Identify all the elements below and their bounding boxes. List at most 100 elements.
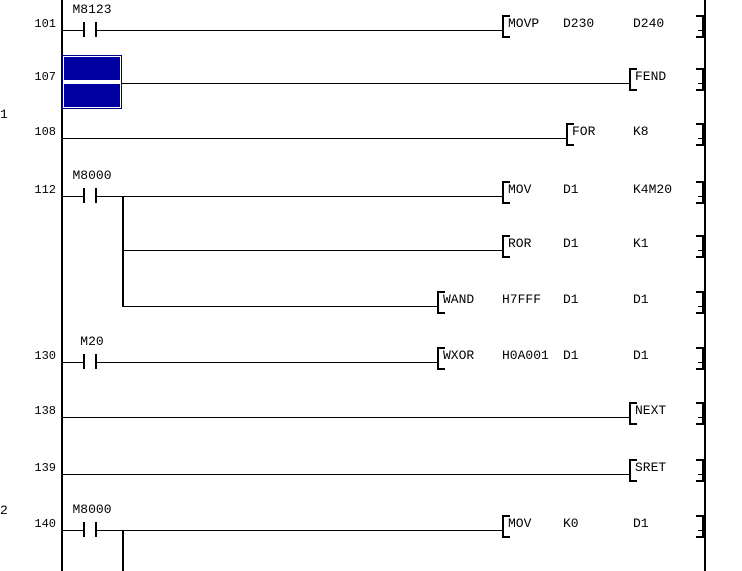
branch-line xyxy=(122,530,124,571)
contact-m20[interactable]: M20 xyxy=(62,335,122,371)
branch-line xyxy=(122,196,124,307)
instruction-operand: D1 xyxy=(633,348,649,363)
right-power-rail xyxy=(704,0,706,571)
wire xyxy=(97,196,503,197)
instruction-open-bracket xyxy=(502,181,510,204)
instruction-operand: K8 xyxy=(633,124,649,139)
wire xyxy=(63,30,83,31)
instruction-operand: D1 xyxy=(633,292,649,307)
instruction-close-bracket xyxy=(696,402,704,425)
instruction-block-ror[interactable]: ROR D1 K1 xyxy=(502,235,704,258)
wire xyxy=(63,196,83,197)
wire xyxy=(63,362,83,363)
instruction-operand: K1 xyxy=(633,236,649,251)
instruction-close-bracket xyxy=(696,68,704,91)
instruction-operand: D1 xyxy=(563,348,579,363)
instruction-operand: D1 xyxy=(633,516,649,531)
instruction-opcode: WAND xyxy=(443,292,475,307)
wire xyxy=(63,530,83,531)
instruction-opcode: MOV xyxy=(508,516,532,531)
instruction-close-bracket xyxy=(696,515,704,538)
instruction-open-bracket xyxy=(502,15,510,38)
selection-cursor-cell xyxy=(64,84,120,107)
instruction-block-fend[interactable]: FEND xyxy=(629,68,704,91)
instruction-block-wand[interactable]: WAND H7FFF D1 D1 xyxy=(437,291,704,314)
step-number: 138 xyxy=(34,404,56,418)
instruction-close-bracket xyxy=(696,181,704,204)
instruction-close-bracket xyxy=(696,347,704,370)
instruction-operand: K0 xyxy=(563,516,579,531)
instruction-close-bracket xyxy=(696,123,704,146)
contact-pole xyxy=(95,22,97,37)
contact-m8000[interactable]: M8000 xyxy=(62,169,122,205)
wire xyxy=(698,474,704,475)
contact-pole xyxy=(95,522,97,537)
instruction-operand: D240 xyxy=(633,16,665,31)
instruction-open-bracket xyxy=(629,402,637,425)
instruction-block-for[interactable]: FOR K8 xyxy=(566,123,704,146)
instruction-open-bracket xyxy=(502,235,510,258)
instruction-operand: D1 xyxy=(563,236,579,251)
pointer-label: 2 xyxy=(0,503,8,518)
instruction-close-bracket xyxy=(696,459,704,482)
instruction-opcode: ROR xyxy=(508,236,532,251)
wire xyxy=(97,30,503,31)
step-number: 140 xyxy=(34,517,56,531)
instruction-open-bracket xyxy=(629,68,637,91)
instruction-block-movp[interactable]: MOVP D230 D240 xyxy=(502,15,704,38)
instruction-operand: D1 xyxy=(563,292,579,307)
contact-label: M8000 xyxy=(72,502,112,517)
instruction-opcode: NEXT xyxy=(635,403,667,418)
instruction-close-bracket xyxy=(696,235,704,258)
contact-m8000[interactable]: M8000 xyxy=(62,503,122,539)
instruction-block-wxor[interactable]: WXOR H0A001 D1 D1 xyxy=(437,347,704,370)
wire xyxy=(698,83,704,84)
instruction-close-bracket xyxy=(696,291,704,314)
contact-pole xyxy=(83,188,85,203)
instruction-block-sret[interactable]: SRET xyxy=(629,459,704,482)
wire xyxy=(698,362,704,363)
wire xyxy=(123,306,438,307)
instruction-operand: H0A001 xyxy=(502,348,549,363)
wire xyxy=(698,138,704,139)
wire xyxy=(63,474,630,475)
instruction-operand: D230 xyxy=(563,16,595,31)
left-power-rail xyxy=(61,0,63,571)
contact-pole xyxy=(83,354,85,369)
instruction-opcode: WXOR xyxy=(443,348,475,363)
contact-label: M20 xyxy=(80,334,104,349)
instruction-operand: K4M20 xyxy=(633,182,673,197)
instruction-block-next[interactable]: NEXT xyxy=(629,402,704,425)
contact-pole xyxy=(83,522,85,537)
instruction-opcode: FOR xyxy=(572,124,596,139)
contact-m8123[interactable]: M8123 xyxy=(62,3,122,39)
instruction-open-bracket xyxy=(437,291,445,314)
instruction-opcode: FEND xyxy=(635,69,667,84)
wire xyxy=(63,138,567,139)
wire xyxy=(97,362,438,363)
instruction-open-bracket xyxy=(437,347,445,370)
contact-pole xyxy=(83,22,85,37)
wire xyxy=(698,306,704,307)
step-number: 112 xyxy=(34,183,56,197)
wire xyxy=(63,83,630,84)
instruction-open-bracket xyxy=(566,123,574,146)
instruction-operand: D1 xyxy=(563,182,579,197)
wire xyxy=(698,250,704,251)
instruction-opcode: MOV xyxy=(508,182,532,197)
instruction-block-mov[interactable]: MOV D1 K4M20 xyxy=(502,181,704,204)
contact-pole xyxy=(95,188,97,203)
wire xyxy=(698,530,704,531)
step-number: 107 xyxy=(34,70,56,84)
selection-cursor-cell xyxy=(64,57,120,80)
selection-cursor[interactable] xyxy=(62,55,122,109)
contact-label: M8000 xyxy=(72,168,112,183)
wire xyxy=(97,530,503,531)
instruction-opcode: SRET xyxy=(635,460,667,475)
wire xyxy=(63,417,630,418)
instruction-block-mov[interactable]: MOV K0 D1 xyxy=(502,515,704,538)
step-number: 139 xyxy=(34,461,56,475)
contact-label: M8123 xyxy=(72,2,112,17)
pointer-label: 1 xyxy=(0,107,8,122)
